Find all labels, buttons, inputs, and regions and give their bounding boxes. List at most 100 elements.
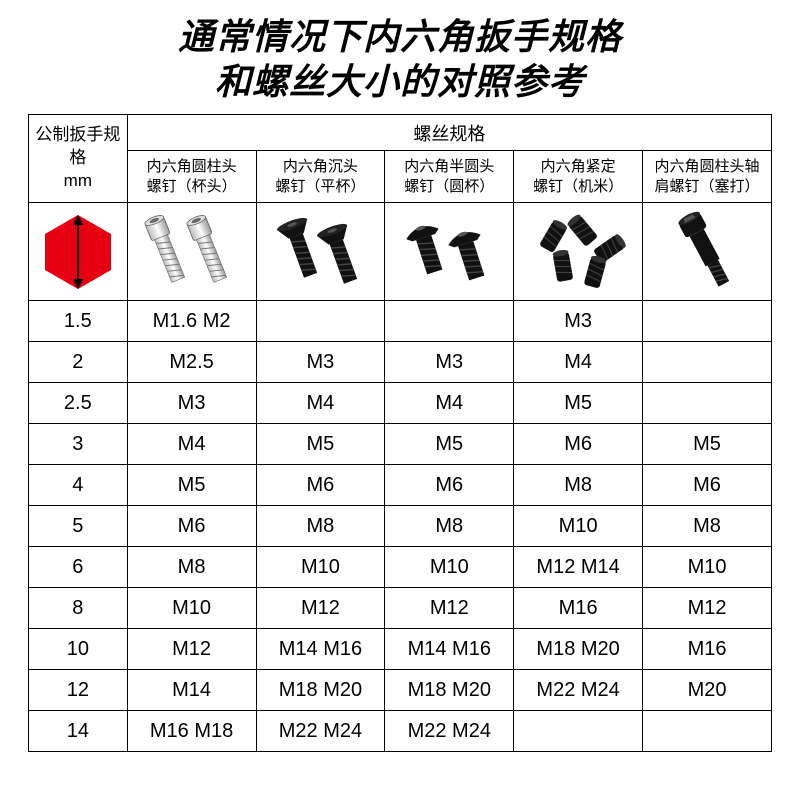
screw-img-button-head bbox=[385, 203, 514, 301]
screw-img-socket-head bbox=[127, 203, 256, 301]
wrench-size: 2.5 bbox=[29, 383, 128, 424]
wrench-size: 6 bbox=[29, 547, 128, 588]
button-head-screw-icon bbox=[394, 209, 504, 295]
header-type-0: 内六角圆柱头螺钉（杯头） bbox=[127, 151, 256, 203]
wrench-size: 8 bbox=[29, 588, 128, 629]
screw-size-cell bbox=[385, 301, 514, 342]
screw-size-cell: M8 bbox=[127, 547, 256, 588]
screw-size-cell bbox=[643, 342, 772, 383]
screw-size-cell: M2.5 bbox=[127, 342, 256, 383]
screw-size-cell: M18 M20 bbox=[385, 670, 514, 711]
header-type-2: 内六角半圆头螺钉（圆杯） bbox=[385, 151, 514, 203]
screw-size-cell bbox=[643, 301, 772, 342]
screw-size-cell: M3 bbox=[385, 342, 514, 383]
screw-size-cell bbox=[643, 711, 772, 752]
screw-size-cell: M5 bbox=[256, 424, 385, 465]
wrench-size: 3 bbox=[29, 424, 128, 465]
screw-size-cell: M8 bbox=[514, 465, 643, 506]
screw-size-cell: M4 bbox=[256, 383, 385, 424]
shoulder-screw-icon bbox=[652, 209, 762, 295]
screw-size-cell: M6 bbox=[256, 465, 385, 506]
screw-size-cell: M22 M24 bbox=[514, 670, 643, 711]
wrench-size: 2 bbox=[29, 342, 128, 383]
screw-size-cell: M1.6 M2 bbox=[127, 301, 256, 342]
screw-size-cell bbox=[514, 711, 643, 752]
spec-table: 公制扳手规格 mm 螺丝规格 内六角圆柱头螺钉（杯头） 内六角沉头螺钉（平杯） … bbox=[28, 114, 772, 752]
screw-size-cell: M4 bbox=[127, 424, 256, 465]
screw-size-cell: M5 bbox=[127, 465, 256, 506]
header-wrench-unit: mm bbox=[64, 171, 92, 190]
screw-img-set-screw bbox=[514, 203, 643, 301]
screw-size-cell: M14 M16 bbox=[385, 629, 514, 670]
screw-size-cell: M5 bbox=[643, 424, 772, 465]
hexagon-icon bbox=[39, 209, 117, 295]
screw-size-cell: M20 bbox=[643, 670, 772, 711]
screw-size-cell: M12 bbox=[385, 588, 514, 629]
screw-size-cell: M6 bbox=[514, 424, 643, 465]
table-row: 8M10M12M12M16M12 bbox=[29, 588, 772, 629]
hexagon-icon-cell bbox=[29, 203, 128, 301]
screw-size-cell: M18 M20 bbox=[514, 629, 643, 670]
screw-size-cell: M4 bbox=[514, 342, 643, 383]
title-line-1: 通常情况下内六角扳手规格 bbox=[10, 14, 790, 59]
screw-size-cell: M4 bbox=[385, 383, 514, 424]
screw-size-cell: M5 bbox=[385, 424, 514, 465]
screw-size-cell: M10 bbox=[256, 547, 385, 588]
screw-size-cell: M8 bbox=[643, 506, 772, 547]
table-row: 14M16 M18M22 M24M22 M24 bbox=[29, 711, 772, 752]
screw-size-cell: M16 M18 bbox=[127, 711, 256, 752]
table-row: 4M5M6M6M8M6 bbox=[29, 465, 772, 506]
screw-size-cell: M6 bbox=[385, 465, 514, 506]
header-type-4: 内六角圆柱头轴肩螺钉（塞打） bbox=[643, 151, 772, 203]
screw-size-cell: M3 bbox=[514, 301, 643, 342]
screw-size-cell: M3 bbox=[256, 342, 385, 383]
screw-size-cell: M22 M24 bbox=[385, 711, 514, 752]
wrench-size: 14 bbox=[29, 711, 128, 752]
screw-size-cell: M16 bbox=[514, 588, 643, 629]
table-row: 5M6M8M8M10M8 bbox=[29, 506, 772, 547]
screw-size-cell: M12 bbox=[127, 629, 256, 670]
screw-size-cell: M10 bbox=[514, 506, 643, 547]
screw-size-cell: M18 M20 bbox=[256, 670, 385, 711]
screw-size-cell: M3 bbox=[127, 383, 256, 424]
table-row: 2.5M3M4M4M5 bbox=[29, 383, 772, 424]
table-row: 10M12M14 M16M14 M16M18 M20M16 bbox=[29, 629, 772, 670]
screw-size-cell: M10 bbox=[127, 588, 256, 629]
header-type-1: 内六角沉头螺钉（平杯） bbox=[256, 151, 385, 203]
screw-size-cell: M16 bbox=[643, 629, 772, 670]
wrench-size: 1.5 bbox=[29, 301, 128, 342]
screw-size-cell: M6 bbox=[127, 506, 256, 547]
page-title: 通常情况下内六角扳手规格 和螺丝大小的对照参考 bbox=[0, 0, 800, 114]
header-wrench: 公制扳手规格 mm bbox=[29, 115, 128, 203]
screw-size-cell bbox=[256, 301, 385, 342]
set-screw-icon bbox=[523, 209, 633, 295]
socket-head-screw-icon bbox=[137, 209, 247, 295]
screw-size-cell: M8 bbox=[385, 506, 514, 547]
screw-size-cell: M10 bbox=[643, 547, 772, 588]
flat-head-screw-icon bbox=[265, 209, 375, 295]
screw-size-cell: M14 bbox=[127, 670, 256, 711]
screw-size-cell: M5 bbox=[514, 383, 643, 424]
wrench-size: 12 bbox=[29, 670, 128, 711]
screw-size-cell: M8 bbox=[256, 506, 385, 547]
screw-size-cell: M14 M16 bbox=[256, 629, 385, 670]
title-line-2: 和螺丝大小的对照参考 bbox=[10, 59, 790, 104]
screw-img-flat-head bbox=[256, 203, 385, 301]
screw-size-cell: M12 bbox=[256, 588, 385, 629]
screw-size-cell: M6 bbox=[643, 465, 772, 506]
header-screw-group: 螺丝规格 bbox=[127, 115, 771, 151]
header-type-3: 内六角紧定螺钉（机米） bbox=[514, 151, 643, 203]
screw-size-cell bbox=[643, 383, 772, 424]
wrench-size: 5 bbox=[29, 506, 128, 547]
screw-size-cell: M10 bbox=[385, 547, 514, 588]
screw-img-shoulder bbox=[643, 203, 772, 301]
wrench-size: 10 bbox=[29, 629, 128, 670]
screw-size-cell: M12 bbox=[643, 588, 772, 629]
table-row: 1.5M1.6 M2 M3 bbox=[29, 301, 772, 342]
header-wrench-label: 公制扳手规格 bbox=[35, 125, 120, 167]
table-row: 6M8M10M10M12 M14M10 bbox=[29, 547, 772, 588]
table-row: 3M4M5M5M6M5 bbox=[29, 424, 772, 465]
table-row: 2M2.5M3M3M4 bbox=[29, 342, 772, 383]
wrench-size: 4 bbox=[29, 465, 128, 506]
table-row: 12M14M18 M20M18 M20M22 M24M20 bbox=[29, 670, 772, 711]
